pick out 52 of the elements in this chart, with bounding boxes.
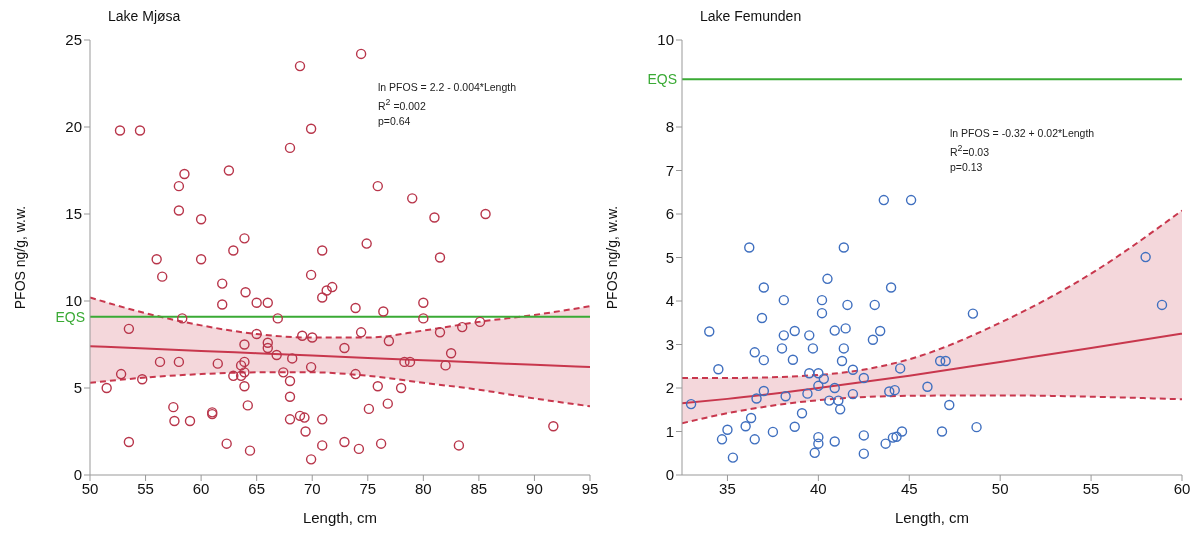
x-tick-label: 50 — [991, 479, 1009, 497]
x-tick-label: 55 — [1082, 479, 1100, 497]
y-tick-label: 7 — [665, 161, 674, 179]
y-tick-label: 5 — [665, 248, 674, 266]
annotation: ln PFOS = -0.32 + 0.02*Length — [950, 126, 1095, 141]
x-tick-label: 75 — [359, 479, 377, 497]
line-series — [90, 345, 590, 369]
y-tick-label: 1 — [665, 422, 674, 440]
x-tick-label: 60 — [192, 479, 210, 497]
y-tick-label: 5 — [73, 379, 82, 397]
x-tick-label: 50 — [81, 479, 99, 497]
ref-line-label: EQS — [647, 71, 677, 88]
line-series — [682, 332, 1182, 405]
ref-line-label: EQS — [55, 308, 85, 325]
y-tick-label: 2 — [665, 379, 674, 397]
chart-title: Lake Femunden — [700, 8, 802, 24]
x-axis-title: Length, cm — [894, 509, 970, 526]
chart-title: Lake Mjøsa — [108, 8, 181, 24]
y-tick-label: 25 — [65, 31, 82, 49]
y-axis-title: PFOS ng/g, w.w. — [11, 205, 28, 310]
y-tick-label: 6 — [665, 205, 674, 223]
x-tick-label: 55 — [137, 479, 154, 497]
annotation: p=0.64 — [378, 113, 412, 129]
annotation: p=0.13 — [950, 159, 984, 175]
x-tick-label: 45 — [900, 479, 918, 497]
x-tick-label: 85 — [470, 479, 488, 497]
y-tick-label: 0 — [73, 466, 82, 484]
x-tick-label: 65 — [248, 479, 266, 497]
x-tick-label: 80 — [414, 479, 432, 497]
y-tick-label: 8 — [665, 118, 674, 136]
line-series — [90, 371, 590, 408]
y-tick-label: 10 — [657, 31, 674, 49]
x-tick-label: 90 — [526, 479, 543, 497]
x-axis-title: Length, cm — [302, 509, 378, 526]
y-tick-label: 3 — [665, 335, 674, 353]
annotation: R$^{2}$=0.03 — [950, 142, 991, 160]
annotation: R$^{2}$ =0.002 — [378, 96, 427, 114]
x-tick-label: 35 — [719, 479, 736, 497]
y-tick-label: 0 — [665, 466, 674, 484]
y-tick-label: 10 — [65, 292, 82, 310]
x-tick-label: 95 — [581, 479, 599, 497]
annotation: ln PFOS = 2.2 - 0.004*Length — [378, 80, 517, 95]
y-tick-label: 4 — [665, 292, 674, 310]
x-tick-label: 70 — [303, 479, 321, 497]
line-series — [682, 209, 1182, 379]
y-tick-label: 20 — [65, 118, 82, 136]
y-axis-title: PFOS ng/g, w.w. — [603, 205, 620, 310]
line-series — [90, 296, 590, 339]
y-tick-label: 15 — [65, 205, 82, 223]
x-tick-label: 60 — [1173, 479, 1191, 497]
x-tick-label: 40 — [810, 479, 827, 497]
line-series — [682, 394, 1182, 425]
